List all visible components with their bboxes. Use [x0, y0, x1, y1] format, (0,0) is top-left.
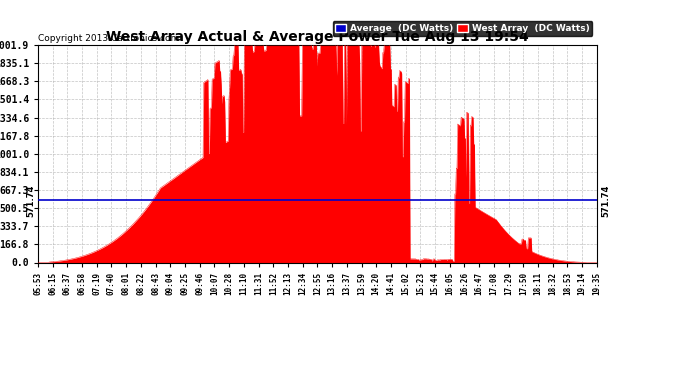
Text: 571.74: 571.74 [26, 184, 35, 217]
Title: West Array Actual & Average Power Tue Aug 13 19:54: West Array Actual & Average Power Tue Au… [106, 30, 529, 44]
Text: Copyright 2013 Cartronics.com: Copyright 2013 Cartronics.com [38, 34, 179, 43]
Legend: Average  (DC Watts), West Array  (DC Watts): Average (DC Watts), West Array (DC Watts… [333, 21, 592, 36]
